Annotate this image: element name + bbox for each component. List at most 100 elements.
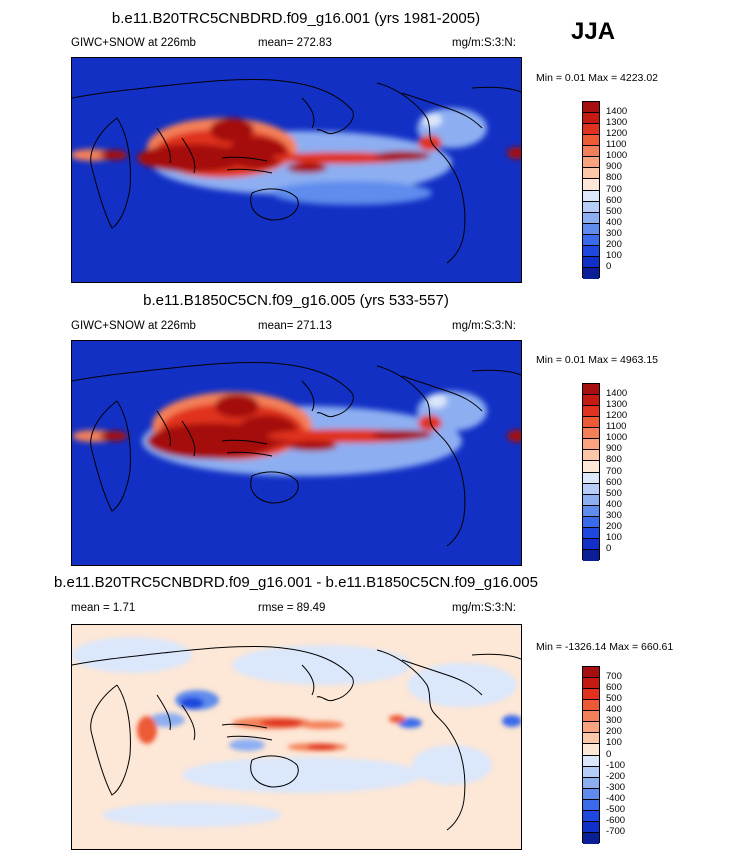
colorbar-swatch [583,201,599,213]
colorbar-tick-label: 400 [606,216,622,228]
colorbar-swatch [583,146,599,158]
colorbar-swatch [583,190,599,202]
panel3-units-label: mg/m:S:3:N: [452,602,516,614]
colorbar-tick-label: 800 [606,172,622,184]
colorbar-swatch [583,733,599,745]
colorbar-swatch [583,245,599,257]
colorbar-swatch [583,168,599,180]
colorbar-tick-label: 1400 [606,388,628,400]
colorbar-swatch [583,700,599,712]
colorbar-swatch [583,799,599,811]
colorbar-swatch [583,722,599,734]
colorbar-tick-label: 1300 [606,399,628,411]
colorbar-swatch [583,711,599,723]
panel3-colorbar [582,666,600,844]
colorbar-tick-label: 700 [606,183,622,195]
colorbar-swatch [583,102,599,114]
colorbar-tick-label: 600 [606,476,622,488]
panel3-map [71,624,522,850]
colorbar-swatch [583,667,599,679]
season-label: JJA [571,18,616,45]
colorbar-swatch [583,549,599,561]
colorbar-swatch [583,505,599,517]
colorbar-tick-label: 0 [606,748,612,760]
colorbar-tick-label: 500 [606,693,622,705]
panel2-variable-label: GIWC+SNOW at 226mb [71,320,196,332]
colorbar-tick-label: 1200 [606,410,628,422]
colorbar-tick-label: 100 [606,249,622,261]
colorbar-tick-label: 200 [606,238,622,250]
panel1-mean-label: mean= 272.83 [258,37,332,49]
colorbar-swatch [583,124,599,136]
colorbar-swatch [583,777,599,789]
panel1-minmax: Min = 0.01 Max = 4223.02 [536,72,658,84]
colorbar-tick-label: 1100 [606,421,627,433]
panel1-colorbar [582,101,600,279]
colorbar-tick-label: 300 [606,715,622,727]
colorbar-tick-label: 400 [606,704,622,716]
colorbar-tick-label: 800 [606,454,622,466]
colorbar-swatch [583,234,599,246]
colorbar-swatch [583,384,599,396]
colorbar-tick-label: 900 [606,161,622,173]
colorbar-tick-label: 100 [606,531,622,543]
colorbar-swatch [583,256,599,268]
panel1-variable-label: GIWC+SNOW at 226mb [71,37,196,49]
colorbar-tick-label: 600 [606,194,622,206]
colorbar-tick-label: -300 [606,781,626,793]
colorbar-swatch [583,406,599,418]
panel3-map-graphic [72,637,521,831]
colorbar-swatch [583,788,599,800]
colorbar-tick-label: 1300 [606,117,628,129]
colorbar-tick-label: 700 [606,671,622,683]
colorbar-tick-label: -700 [606,825,626,837]
colorbar-tick-label: 1200 [606,128,628,140]
panel2-title: b.e11.B1850C5CN.f09_g16.005 (yrs 533-557… [143,292,449,309]
panel2-map [71,340,522,566]
panel3-rmse-label: rmse = 89.49 [258,602,326,614]
colorbar-tick-label: 300 [606,227,622,239]
panel2-map-graphic [72,362,521,547]
colorbar-swatch [583,267,599,279]
colorbar-swatch [583,428,599,440]
colorbar-swatch [583,483,599,495]
colorbar-swatch [583,179,599,191]
panel3-mean-label: mean = 1.71 [71,602,136,614]
colorbar-tick-label: 1100 [606,139,627,151]
colorbar-tick-label: 1000 [606,432,628,444]
colorbar-swatch [583,212,599,224]
panel1-map-graphic [72,79,521,264]
colorbar-swatch [583,494,599,506]
colorbar-tick-label: -200 [606,770,626,782]
panel1-units-label: mg/m:S:3:N: [452,37,516,49]
colorbar-tick-label: 0 [606,260,612,272]
colorbar-swatch [583,744,599,756]
colorbar-tick-label: 1400 [606,106,628,118]
colorbar-tick-label: 700 [606,465,622,477]
colorbar-swatch [583,832,599,844]
colorbar-tick-label: -500 [606,803,626,815]
colorbar-swatch [583,439,599,451]
colorbar-swatch [583,527,599,539]
colorbar-swatch [583,395,599,407]
colorbar-tick-label: 1000 [606,150,628,162]
colorbar-swatch [583,538,599,550]
colorbar-swatch [583,472,599,484]
colorbar-swatch [583,766,599,778]
panel1-title: b.e11.B20TRC5CNBDRD.f09_g16.001 (yrs 198… [111,10,481,27]
colorbar-swatch [583,157,599,169]
colorbar-swatch [583,450,599,462]
colorbar-tick-label: 400 [606,498,622,510]
colorbar-tick-label: 200 [606,520,622,532]
colorbar-swatch [583,810,599,822]
colorbar-swatch [583,755,599,767]
colorbar-tick-label: -600 [606,814,626,826]
colorbar-swatch [583,113,599,125]
colorbar-swatch [583,821,599,833]
colorbar-swatch [583,678,599,690]
panel2-units-label: mg/m:S:3:N: [452,320,516,332]
colorbar-swatch [583,689,599,701]
panel2-minmax: Min = 0.01 Max = 4963.15 [536,354,658,366]
panel1-map [71,57,522,283]
colorbar-swatch [583,223,599,235]
